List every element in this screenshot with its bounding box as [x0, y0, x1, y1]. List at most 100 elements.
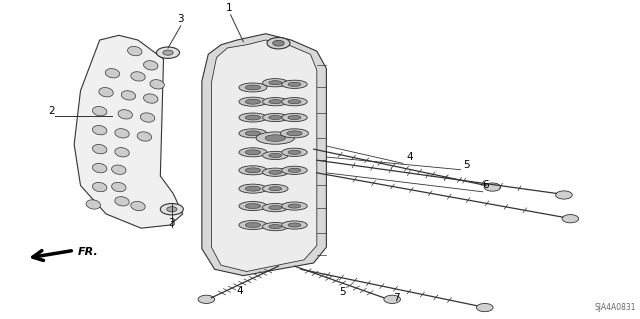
Text: 3: 3: [168, 218, 175, 228]
Ellipse shape: [269, 187, 282, 191]
Ellipse shape: [288, 168, 301, 172]
Polygon shape: [202, 34, 326, 276]
Ellipse shape: [131, 201, 145, 211]
Circle shape: [167, 207, 177, 212]
Ellipse shape: [239, 184, 267, 193]
Text: 2: 2: [49, 106, 55, 116]
Ellipse shape: [262, 113, 288, 122]
Ellipse shape: [150, 80, 164, 89]
Ellipse shape: [118, 110, 132, 119]
Ellipse shape: [282, 113, 307, 122]
Text: 4: 4: [237, 286, 243, 296]
Text: 5: 5: [339, 287, 346, 297]
Ellipse shape: [245, 150, 260, 155]
Polygon shape: [211, 40, 317, 271]
Ellipse shape: [143, 94, 158, 103]
Ellipse shape: [288, 82, 301, 86]
Ellipse shape: [245, 168, 260, 173]
Ellipse shape: [245, 131, 260, 136]
Ellipse shape: [245, 223, 260, 227]
Ellipse shape: [245, 85, 260, 90]
Circle shape: [163, 50, 173, 55]
Ellipse shape: [137, 132, 152, 141]
Circle shape: [267, 38, 290, 49]
Ellipse shape: [245, 99, 260, 104]
Ellipse shape: [282, 166, 307, 174]
Ellipse shape: [269, 81, 282, 85]
Ellipse shape: [239, 113, 267, 122]
Circle shape: [273, 41, 284, 46]
Ellipse shape: [111, 165, 126, 174]
Circle shape: [384, 295, 401, 303]
Ellipse shape: [280, 129, 308, 138]
Ellipse shape: [239, 129, 267, 138]
Ellipse shape: [282, 148, 307, 156]
Ellipse shape: [262, 222, 288, 231]
Ellipse shape: [262, 168, 288, 176]
Ellipse shape: [86, 200, 100, 209]
Text: 6: 6: [483, 180, 490, 190]
Ellipse shape: [111, 182, 126, 192]
Ellipse shape: [99, 87, 113, 97]
Ellipse shape: [269, 205, 282, 210]
Text: 5: 5: [463, 160, 470, 170]
Ellipse shape: [131, 72, 145, 81]
Ellipse shape: [282, 221, 307, 229]
Ellipse shape: [265, 135, 285, 141]
Ellipse shape: [239, 97, 267, 106]
Ellipse shape: [288, 115, 301, 120]
Ellipse shape: [115, 148, 129, 157]
Text: 3: 3: [177, 14, 184, 24]
Ellipse shape: [288, 100, 301, 104]
Ellipse shape: [269, 170, 282, 174]
Ellipse shape: [256, 132, 294, 144]
Ellipse shape: [245, 186, 260, 191]
Ellipse shape: [115, 129, 129, 138]
Ellipse shape: [115, 197, 129, 206]
Ellipse shape: [262, 78, 288, 87]
Circle shape: [157, 47, 179, 58]
Circle shape: [484, 183, 500, 191]
Ellipse shape: [262, 98, 288, 106]
Ellipse shape: [288, 204, 301, 208]
Ellipse shape: [239, 202, 267, 211]
Ellipse shape: [92, 163, 107, 173]
Circle shape: [476, 303, 493, 312]
Text: 1: 1: [226, 3, 232, 13]
Ellipse shape: [140, 113, 155, 122]
Ellipse shape: [269, 115, 282, 120]
Ellipse shape: [92, 182, 107, 192]
Ellipse shape: [269, 153, 282, 158]
Ellipse shape: [143, 61, 158, 70]
Circle shape: [562, 215, 579, 223]
Circle shape: [556, 191, 572, 199]
Ellipse shape: [269, 225, 282, 229]
Ellipse shape: [262, 151, 288, 160]
Circle shape: [161, 204, 183, 215]
Ellipse shape: [288, 223, 301, 227]
Polygon shape: [74, 35, 182, 228]
Ellipse shape: [239, 166, 267, 175]
Ellipse shape: [287, 131, 302, 136]
Text: 4: 4: [406, 152, 413, 162]
Text: FR.: FR.: [77, 247, 98, 257]
Ellipse shape: [262, 185, 288, 193]
Ellipse shape: [239, 83, 267, 92]
Ellipse shape: [262, 204, 288, 212]
Ellipse shape: [245, 204, 260, 209]
Ellipse shape: [239, 148, 267, 157]
Ellipse shape: [288, 150, 301, 154]
Ellipse shape: [92, 145, 107, 154]
Ellipse shape: [245, 115, 260, 120]
Ellipse shape: [127, 47, 142, 56]
Ellipse shape: [282, 202, 307, 210]
Text: SJA4A0831: SJA4A0831: [595, 303, 636, 312]
Ellipse shape: [105, 69, 120, 78]
Ellipse shape: [282, 80, 307, 88]
Text: 7: 7: [394, 293, 400, 303]
Ellipse shape: [121, 91, 136, 100]
Ellipse shape: [92, 125, 107, 135]
Ellipse shape: [92, 107, 107, 116]
Ellipse shape: [269, 100, 282, 104]
Ellipse shape: [239, 220, 267, 230]
